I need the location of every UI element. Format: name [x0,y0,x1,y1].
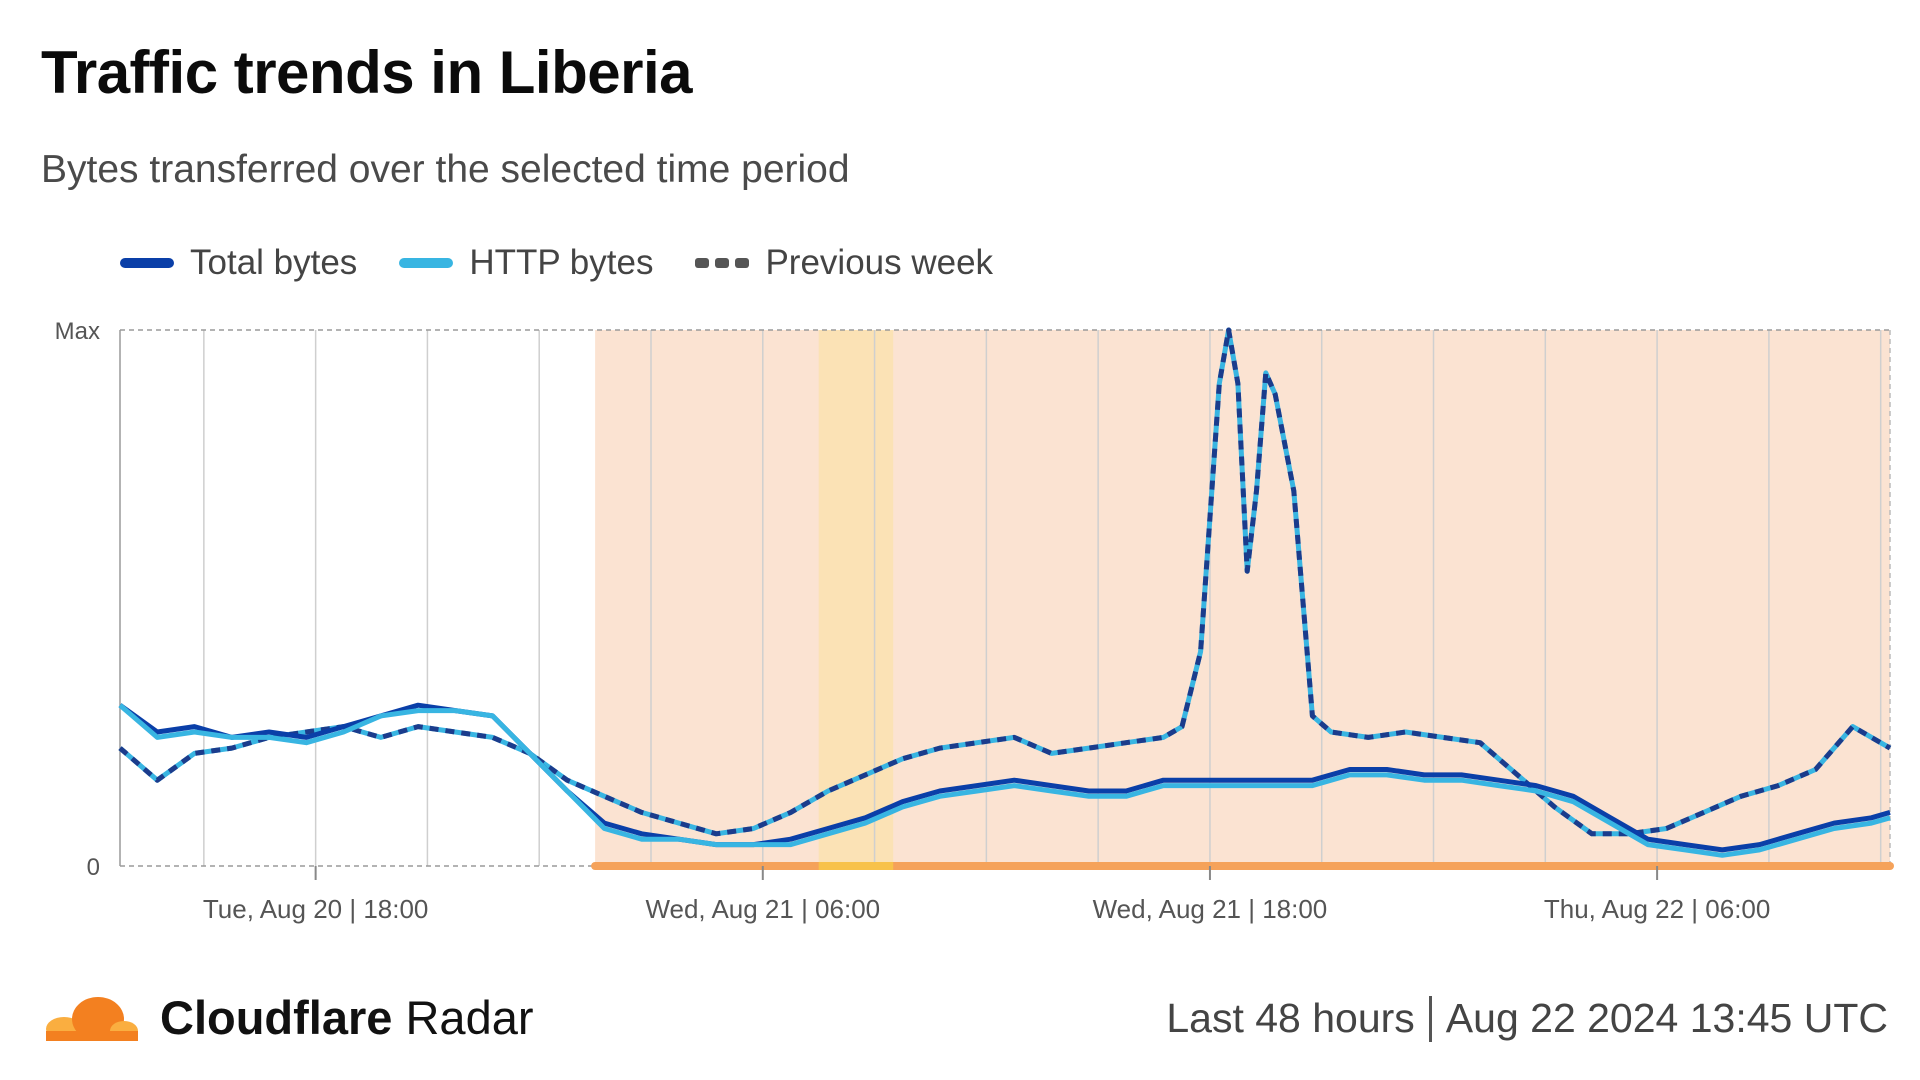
x-tick-label: Wed, Aug 21 | 06:00 [645,894,880,924]
highlight-region-1 [818,330,894,866]
legend-swatch-total-bytes [120,258,174,268]
page-subtitle: Bytes transferred over the selected time… [41,148,850,191]
outage-region-0 [595,330,1891,866]
footer-separator [1428,995,1432,1042]
x-tick-label: Wed, Aug 21 | 18:00 [1093,894,1328,924]
y-tick-label: 0 [87,854,100,881]
y-tick-label: Max [55,318,100,345]
series-line-http-bytes [118,703,1891,858]
brand-name-light: Radar [405,991,534,1044]
legend-swatch-previous-week [695,258,750,268]
x-tick-label: Tue, Aug 20 | 18:00 [203,894,429,924]
legend-label-total-bytes: Total bytes [190,243,358,282]
legend-item-previous-week[interactable]: Previous week [695,243,993,283]
series-line-previous-week [118,327,1892,837]
brand-name-bold: Cloudflare [160,991,393,1044]
cloudflare-radar-brand: Cloudflare Radar [40,990,534,1045]
legend-swatch-http-bytes [399,258,454,268]
timestamp-label: Aug 22 2024 13:45 UTC [1445,995,1888,1041]
page-title: Traffic trends in Liberia [41,39,693,106]
chart-legend: Total bytes HTTP bytes Previous week [120,243,1035,283]
brand-name: Cloudflare Radar [160,990,534,1045]
x-tick-label: Thu, Aug 22 | 06:00 [1544,894,1770,924]
time-range-info: Last 48 hours Aug 22 2024 13:45 UTC [1166,995,1888,1042]
time-range-label: Last 48 hours [1166,995,1415,1041]
legend-item-http-bytes[interactable]: HTTP bytes [399,243,653,283]
legend-label-http-bytes: HTTP bytes [469,243,654,282]
series-line-total-bytes [118,702,1891,853]
legend-item-total-bytes[interactable]: Total bytes [120,243,357,283]
legend-label-previous-week: Previous week [765,243,994,282]
cloudflare-logo-icon [40,996,142,1043]
traffic-chart: 0 Max Tue, Aug 20 | 18:00 Wed, Aug 21 | 06:… [55,318,1894,924]
